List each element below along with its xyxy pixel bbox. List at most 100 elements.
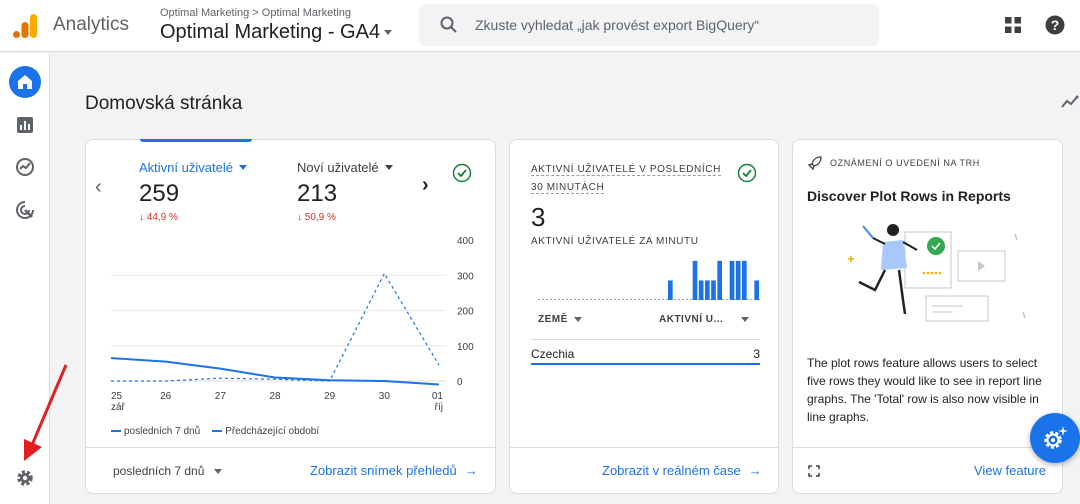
- help-icon[interactable]: ?: [1045, 15, 1065, 35]
- x-tick-label: 30: [379, 391, 391, 402]
- announcement-illustration: [848, 224, 1026, 322]
- top-bar: Analytics Optimal Marketing > Optimal Ma…: [0, 0, 1080, 52]
- app-name: Analytics: [53, 14, 130, 35]
- realtime-value: 3: [531, 202, 546, 232]
- x-tick-label: 29: [324, 391, 336, 402]
- check-circle-icon[interactable]: [452, 163, 472, 183]
- metric-change: ↓ 50,9 %: [297, 212, 336, 223]
- nav-home[interactable]: [9, 66, 41, 98]
- minute-bar[interactable]: [692, 260, 698, 300]
- svg-text:?: ?: [1051, 17, 1060, 33]
- legend-previous[interactable]: Předcházející období: [212, 426, 319, 437]
- x-tick-sublabel: říj: [435, 402, 443, 413]
- x-tick-label: 25: [111, 391, 123, 402]
- x-tick-label: 28: [269, 391, 281, 402]
- announcement-header: OZNÁMENÍ O UVEDENÍ NA TRH: [808, 156, 980, 170]
- table-row[interactable]: Czechia 3: [531, 339, 760, 365]
- view-realtime-link[interactable]: Zobrazit v reálném čase →: [602, 463, 762, 478]
- arrow-right-icon: →: [464, 463, 478, 478]
- search-icon: [440, 16, 457, 33]
- tab-indicator: [140, 139, 252, 142]
- per-minute-bar-chart: [538, 260, 760, 300]
- explore-icon: [16, 158, 34, 176]
- column-header-users[interactable]: AKTIVNÍ U...: [659, 314, 750, 325]
- property-name: Optimal Marketing - GA4: [160, 21, 381, 43]
- overview-card: ‹ Aktivní uživatelé 259 ↓ 44,9 % Noví už…: [85, 139, 496, 494]
- minute-bar[interactable]: [735, 260, 741, 300]
- check-circle-icon[interactable]: [737, 163, 757, 183]
- metric-value: 213: [297, 180, 338, 207]
- bar-chart-icon: [17, 117, 33, 133]
- chevron-down-icon: [384, 165, 393, 170]
- chart-legend: posledních 7 dnů Předcházející období: [111, 426, 319, 437]
- minute-bar[interactable]: [668, 280, 673, 300]
- minute-bar[interactable]: [729, 260, 735, 300]
- nav-advertising[interactable]: [9, 194, 41, 226]
- minute-bar[interactable]: [698, 280, 704, 300]
- minute-bar[interactable]: [742, 260, 747, 300]
- announcement-title: Discover Plot Rows in Reports: [807, 188, 1011, 204]
- y-tick-label: 400: [457, 236, 474, 247]
- x-tick-sublabel: zář: [111, 402, 126, 413]
- annotation-arrow-icon: [24, 364, 68, 461]
- y-tick-label: 300: [457, 271, 474, 282]
- search-bar[interactable]: Zkuste vyhledat „jak provést export BigQ…: [419, 4, 879, 46]
- advertising-target-icon: [16, 201, 34, 219]
- gear-icon: [17, 470, 33, 486]
- metric-label: Aktivní uživatelé: [139, 160, 233, 175]
- realtime-title-line: AKTIVNÍ UŽIVATELÉ V POSLEDNÍCH: [531, 164, 721, 176]
- announcement-label: OZNÁMENÍ O UVEDENÍ NA TRH: [830, 158, 980, 168]
- property-selector[interactable]: Optimal Marketing - GA4: [160, 21, 393, 44]
- metric-active-users[interactable]: Aktivní uživatelé 259 ↓ 44,9 %: [139, 160, 247, 223]
- chevron-down-icon: [214, 468, 223, 474]
- search-placeholder: Zkuste vyhledat „jak provést export BigQ…: [475, 17, 760, 33]
- fullscreen-icon[interactable]: [808, 465, 820, 477]
- card-footer: View feature: [793, 447, 1062, 493]
- minute-bar[interactable]: [711, 280, 716, 300]
- y-tick-label: 100: [457, 342, 474, 353]
- series-line-solid[interactable]: [110, 357, 440, 386]
- minute-bar[interactable]: [705, 280, 710, 300]
- view-reports-label: Zobrazit snímek přehledů: [310, 463, 457, 478]
- breadcrumb[interactable]: Optimal Marketing > Optimal Marketing: [160, 7, 352, 19]
- per-minute-label: AKTIVNÍ UŽIVATELÉ ZA MINUTU: [531, 236, 699, 247]
- metric-value: 259: [139, 180, 180, 207]
- realtime-title[interactable]: AKTIVNÍ UŽIVATELÉ V POSLEDNÍCH 30 MINUTÁ…: [531, 161, 726, 197]
- card-footer: Zobrazit v reálném čase →: [510, 447, 778, 493]
- metric-label: Noví uživatelé: [297, 160, 379, 175]
- left-nav-rail: [0, 53, 50, 504]
- home-icon: [18, 75, 32, 89]
- analytics-logo-icon[interactable]: [12, 12, 40, 40]
- legend-current[interactable]: posledních 7 dnů: [111, 426, 200, 437]
- view-feature-link[interactable]: View feature: [974, 463, 1047, 478]
- chevron-right-icon[interactable]: ›: [422, 174, 429, 196]
- chevron-down-icon: [384, 30, 393, 35]
- realtime-card: AKTIVNÍ UŽIVATELÉ V POSLEDNÍCH 30 MINUTÁ…: [509, 139, 779, 494]
- minute-bar[interactable]: [754, 280, 759, 300]
- page-title: Domovská stránka: [85, 93, 243, 114]
- date-range-selector[interactable]: posledních 7 dnů: [113, 464, 223, 478]
- insights-icon[interactable]: [1060, 92, 1080, 112]
- apps-grid-icon[interactable]: [1004, 16, 1022, 34]
- value-cell: 3: [753, 346, 760, 361]
- intelligence-gear-icon: [1044, 426, 1068, 449]
- y-tick-label: 0: [457, 377, 463, 388]
- chevron-down-icon: [741, 317, 750, 322]
- nav-reports[interactable]: [9, 109, 41, 141]
- metric-new-users[interactable]: Noví uživatelé 213 ↓ 50,9 %: [297, 160, 393, 223]
- column-header-country[interactable]: ZEMĚ: [538, 314, 582, 325]
- nav-explore[interactable]: [9, 151, 41, 183]
- view-reports-link[interactable]: Zobrazit snímek přehledů →: [310, 463, 478, 478]
- series-line-dashed[interactable]: [111, 272, 440, 382]
- rocket-icon: [808, 156, 822, 170]
- chevron-left-icon[interactable]: ‹: [95, 176, 102, 198]
- minute-bar[interactable]: [717, 260, 722, 300]
- metric-change: ↓ 44,9 %: [139, 212, 178, 223]
- view-realtime-label: Zobrazit v reálném čase: [602, 463, 741, 478]
- chevron-down-icon: [573, 317, 582, 322]
- insights-fab-button[interactable]: [1030, 413, 1080, 463]
- x-tick-label: 27: [215, 391, 227, 402]
- nav-admin[interactable]: [9, 462, 41, 494]
- x-tick-label: 01: [432, 391, 444, 402]
